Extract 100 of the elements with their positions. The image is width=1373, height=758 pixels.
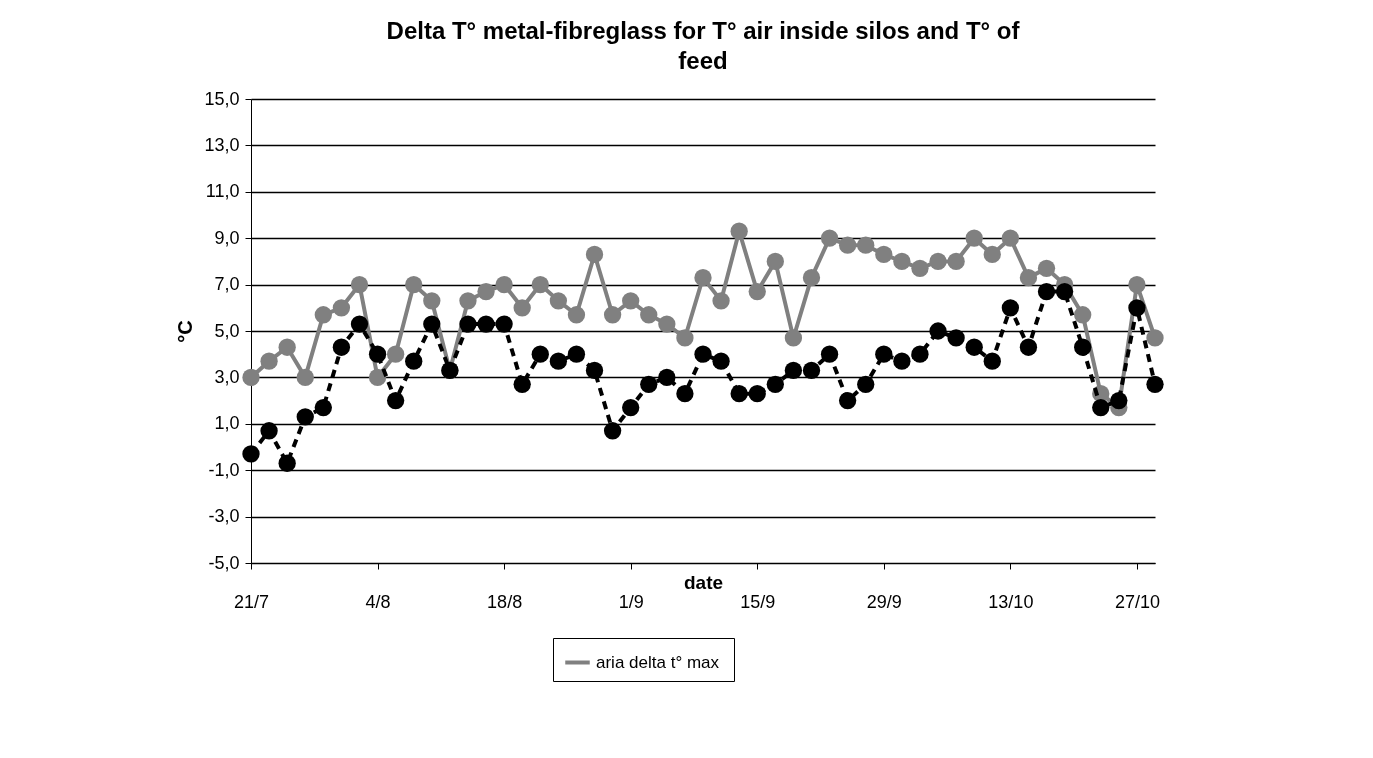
point: [712, 292, 730, 310]
point: [875, 245, 893, 264]
chart-title: Delta T° metal-fibreglass for T° air inside silos and T° of feed: [386, 17, 1021, 74]
point: [820, 345, 839, 363]
point: [983, 245, 1001, 264]
y-tick-label: 11,0: [205, 181, 240, 202]
point: [820, 229, 839, 247]
point: [947, 252, 965, 271]
point: [838, 236, 857, 254]
point: [350, 315, 369, 333]
point: [1128, 275, 1146, 294]
y-tick-label: 3,0: [214, 366, 240, 387]
point: [911, 259, 929, 277]
point: [585, 245, 604, 264]
point: [748, 385, 766, 403]
point: [296, 368, 314, 387]
x-tick-label: 29/9: [866, 591, 902, 612]
point: [423, 315, 441, 333]
x-tick-label: 4/8: [365, 591, 391, 612]
point: [567, 345, 586, 363]
point: [549, 352, 568, 370]
point: [802, 361, 821, 380]
point: [694, 269, 712, 287]
point: [423, 292, 441, 310]
point: [911, 345, 929, 363]
point: [893, 352, 911, 370]
y-tick-label: -1,0: [208, 459, 240, 480]
point: [513, 299, 531, 317]
point: [368, 345, 387, 363]
y-tick-label: 7,0: [214, 274, 240, 295]
point: [658, 368, 676, 387]
point: [603, 306, 622, 324]
point: [784, 361, 803, 380]
point: [640, 306, 658, 324]
x-tick-label: 18/8: [487, 591, 523, 612]
legend-label: aria delta t° max: [596, 652, 720, 672]
point: [242, 445, 260, 463]
point: [730, 385, 748, 403]
point: [838, 391, 857, 410]
point: [1001, 299, 1020, 317]
point: [766, 252, 784, 271]
point: [766, 375, 784, 393]
point: [495, 315, 513, 333]
point: [947, 329, 965, 347]
point: [676, 329, 694, 347]
point: [459, 292, 477, 310]
y-tick-label: 15,0: [204, 88, 240, 109]
point: [658, 315, 676, 333]
point: [622, 398, 640, 417]
point: [513, 375, 531, 393]
point: [622, 292, 640, 310]
point: [929, 322, 947, 340]
point: [730, 222, 748, 240]
point: [748, 282, 766, 301]
point: [260, 422, 278, 440]
point: [314, 306, 332, 324]
point: [802, 269, 821, 287]
point: [694, 345, 712, 363]
point: [712, 352, 730, 370]
point: [1037, 259, 1056, 277]
y-tick-label: 9,0: [214, 227, 240, 248]
point: [332, 299, 351, 317]
x-tick-label: 21/7: [233, 591, 270, 612]
x-tick-label: 15/9: [740, 591, 776, 612]
y-tick-label: 5,0: [214, 320, 240, 341]
point: [531, 345, 549, 363]
point: [640, 375, 658, 393]
point: [1001, 229, 1020, 247]
point: [965, 338, 983, 356]
y-tick-label: -5,0: [208, 552, 240, 573]
point: [603, 422, 622, 440]
point: [1146, 329, 1164, 347]
point: [1092, 398, 1110, 417]
point: [531, 275, 549, 294]
point: [965, 229, 983, 247]
y-axis-title: °C: [174, 320, 197, 343]
point: [875, 345, 893, 363]
point: [278, 454, 296, 472]
point: [386, 391, 405, 410]
point: [405, 275, 423, 294]
point: [1146, 375, 1164, 393]
point: [1037, 282, 1056, 301]
point: [1019, 269, 1038, 287]
point: [549, 292, 568, 310]
point: [242, 368, 260, 387]
point: [1019, 338, 1038, 356]
y-tick-label: 13,0: [204, 134, 240, 155]
x-tick-label: 13/10: [988, 591, 1034, 612]
point: [350, 275, 369, 294]
point: [1110, 391, 1128, 410]
point: [983, 352, 1001, 370]
point: [857, 375, 875, 393]
point: [567, 306, 586, 324]
point: [929, 252, 947, 271]
point: [676, 385, 694, 403]
x-tick-label: 1/9: [618, 591, 644, 612]
point: [278, 338, 296, 356]
y-tick-label: -3,0: [208, 506, 240, 527]
point: [893, 252, 911, 271]
point: [260, 352, 278, 370]
